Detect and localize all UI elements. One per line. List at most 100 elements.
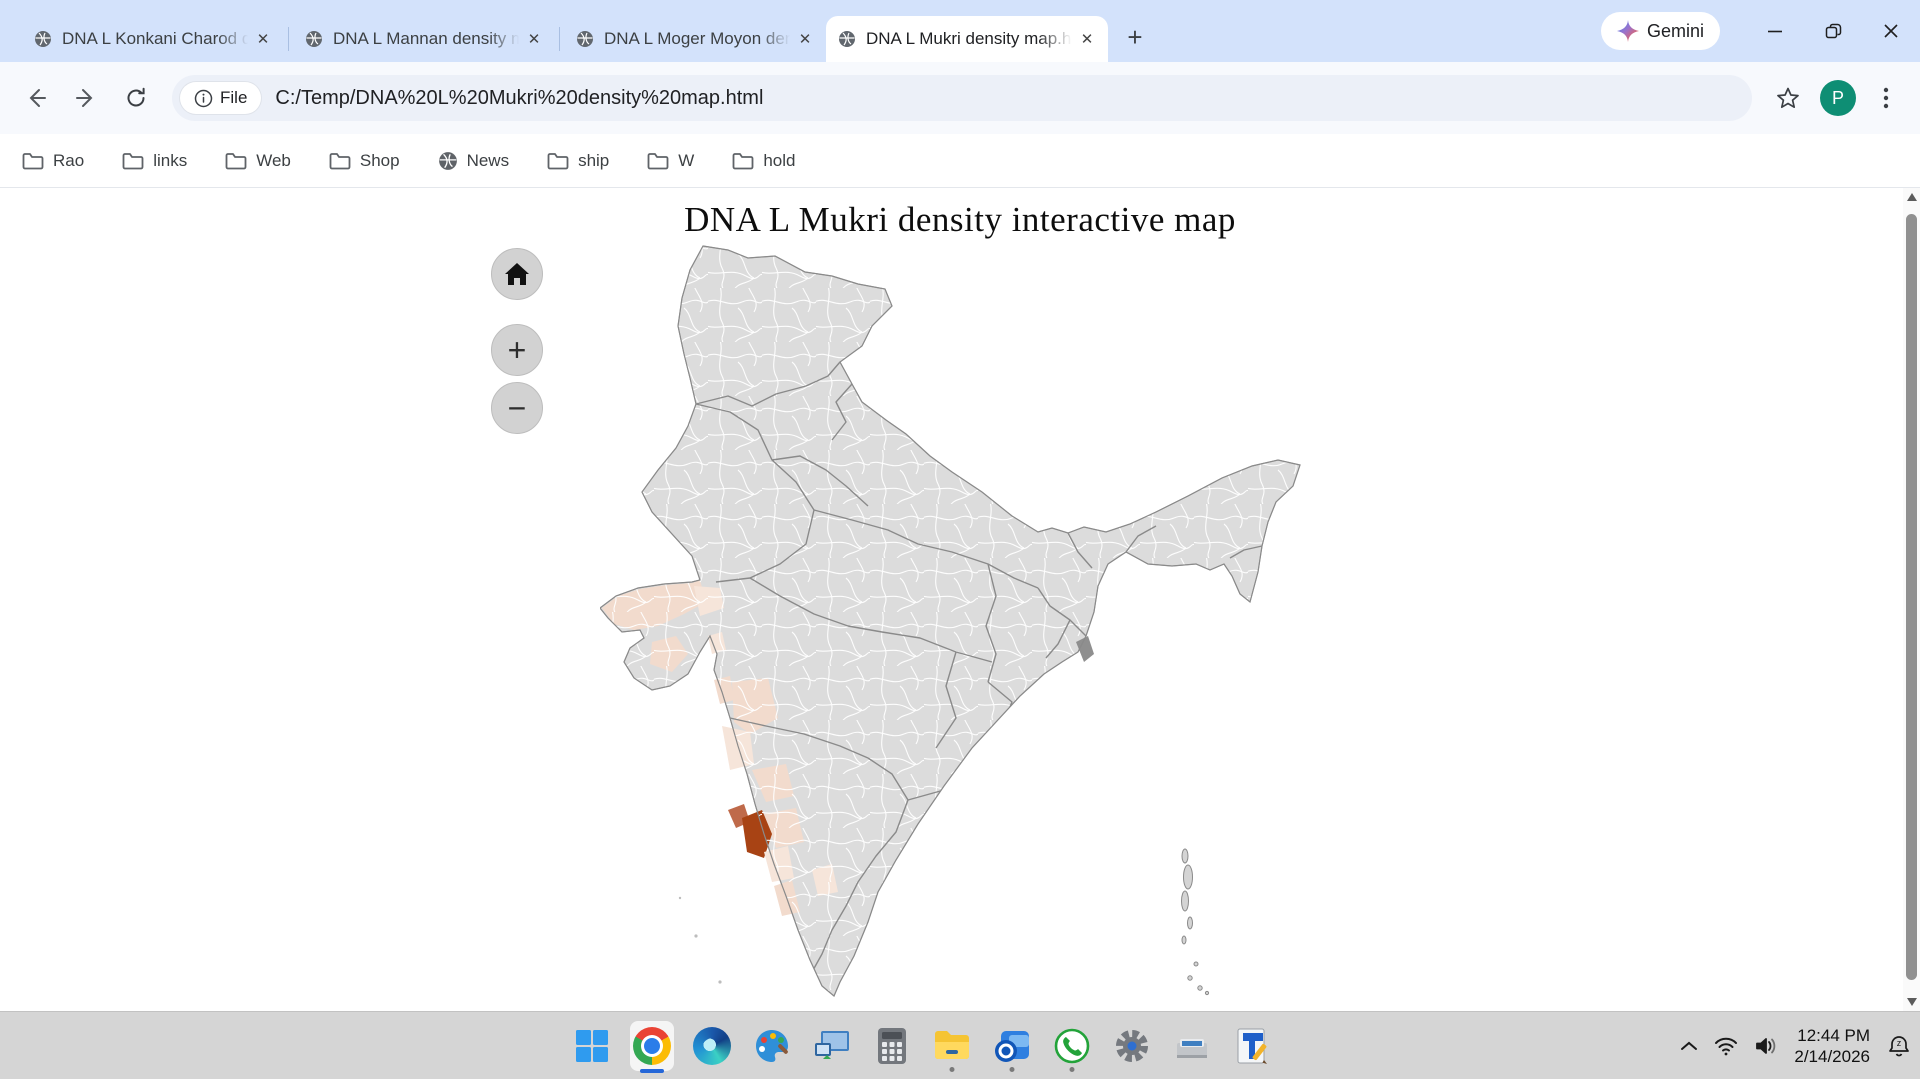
taskbar-outlook-button[interactable] [982,1016,1042,1076]
browser-menu-button[interactable] [1866,86,1906,110]
map-home-button[interactable] [491,248,543,300]
bookmark-folder-shop[interactable]: Shop [329,151,400,171]
scrollbar-thumb[interactable] [1906,214,1917,980]
bookmarks-bar: Rao links Web Shop News ship W hold [0,134,1920,188]
taskbar-file-explorer-button[interactable] [922,1016,982,1076]
tab-title: DNA L Mukri density map.html [866,29,1076,48]
home-icon [505,263,529,285]
window-minimize-button[interactable] [1746,0,1804,62]
bookmark-label: W [678,150,695,170]
tab-mannan[interactable]: DNA L Mannan density map.ht ✕ [293,16,555,62]
tab-separator [559,27,560,51]
tab-title: DNA L Mannan density map.ht [333,29,523,48]
start-button[interactable] [562,1016,622,1076]
window-close-button[interactable] [1862,0,1920,62]
bookmark-folder-w[interactable]: W [647,151,694,171]
folder-icon [122,152,144,169]
bookmark-label: Shop [359,150,400,170]
andaman-islands [1181,848,1210,996]
file-chip-label: File [220,88,248,107]
tab-close-icon[interactable]: ✕ [527,31,541,48]
display-monitor-icon [815,1031,849,1059]
tab-mukri-active[interactable]: DNA L Mukri density map.html ✕ [826,16,1108,62]
tab-close-icon[interactable]: ✕ [798,31,812,48]
bookmark-folder-links[interactable]: links [122,151,187,171]
taskbar-scanner-button[interactable] [1162,1016,1222,1076]
folder-icon [647,152,669,169]
settings-gear-icon [1116,1030,1148,1062]
tab-moger-moyon[interactable]: DNA L Moger Moyon density n ✕ [564,16,826,62]
notification-bell-icon[interactable]: z [1886,1033,1912,1059]
page-content: DNA L Mukri density interactive map + − [0,188,1920,1011]
taskbar-chrome-button[interactable] [622,1016,682,1076]
forward-button[interactable] [64,76,108,120]
bookmark-label: Web [256,150,291,170]
scrollbar-down-arrow[interactable] [1907,998,1917,1006]
bookmark-label: links [153,150,188,170]
file-explorer-icon [935,1031,969,1059]
tab-close-icon[interactable]: ✕ [256,31,270,48]
page-scrollbar[interactable] [1903,188,1920,1011]
gemini-button[interactable]: Gemini [1600,12,1720,50]
tab-konkani-charod[interactable]: DNA L Konkani Charod density ✕ [22,16,284,62]
taskbar-paint-button[interactable] [742,1016,802,1076]
taskbar-calculator-button[interactable] [862,1016,922,1076]
bookmark-folder-hold[interactable]: hold [732,151,795,171]
bookmark-folder-web[interactable]: Web [225,151,291,171]
browser-toolbar: File C:/Temp/DNA%20L%20Mukri%20density%2… [0,62,1920,134]
india-district-map[interactable] [599,234,1320,1019]
bookmark-star-icon[interactable] [1766,76,1810,120]
globe-favicon-icon [577,31,593,47]
taskbar-display-button[interactable] [802,1016,862,1076]
gemini-star-icon [1616,20,1639,42]
windows-start-icon [576,1030,608,1062]
new-tab-button[interactable]: + [1127,21,1143,52]
gemini-label: Gemini [1646,20,1704,41]
back-button[interactable] [14,76,58,120]
address-bar[interactable]: File C:/Temp/DNA%20L%20Mukri%20density%2… [172,75,1752,121]
map-controls: + − [491,248,543,434]
tab-close-icon[interactable]: ✕ [1080,31,1094,48]
lakshadweep-islands [678,896,722,984]
edge-icon [693,1027,731,1065]
bookmark-folder-rao[interactable]: Rao [22,151,84,171]
taskbar-whatsapp-button[interactable] [1042,1016,1102,1076]
folder-icon [547,152,569,169]
taskbar-edge-button[interactable] [682,1016,742,1076]
tab-separator [288,27,289,51]
clock-date: 2/14/2026 [1794,1047,1870,1066]
text-editor-icon [1237,1028,1267,1064]
tab-strip: DNA L Konkani Charod density ✕ DNA L Man… [0,0,1920,62]
file-scheme-chip[interactable]: File [180,82,262,114]
info-icon [194,89,213,107]
tab-title: DNA L Konkani Charod density [62,29,252,48]
svg-text:z: z [1897,1038,1902,1048]
bookmark-news[interactable]: News [438,150,510,171]
wifi-icon[interactable] [1714,1036,1738,1056]
district-borders-mesh [600,246,1300,996]
globe-icon [438,151,457,170]
whatsapp-icon [1054,1028,1090,1064]
bookmark-label: hold [763,150,796,170]
window-restore-button[interactable] [1804,0,1862,62]
map-zoom-in-button[interactable]: + [491,324,543,376]
reload-button[interactable] [114,76,158,120]
windows-taskbar: 12:44 PM 2/14/2026 z [0,1011,1920,1079]
taskbar-settings-button[interactable] [1102,1016,1162,1076]
taskbar-clock[interactable]: 12:44 PM 2/14/2026 [1794,1025,1870,1067]
map-zoom-out-button[interactable]: − [491,382,543,434]
clock-time: 12:44 PM [1797,1026,1870,1045]
bookmark-label: News [466,150,510,170]
tray-chevron-up-icon[interactable] [1680,1040,1698,1052]
bookmark-label: Rao [53,150,85,170]
taskbar-text-editor-button[interactable] [1222,1016,1282,1076]
bookmark-label: ship [578,150,610,170]
calculator-icon [878,1028,906,1064]
globe-favicon-icon [306,31,322,47]
speaker-icon[interactable] [1754,1036,1778,1056]
profile-avatar[interactable]: P [1820,80,1856,116]
url-text[interactable]: C:/Temp/DNA%20L%20Mukri%20density%20map.… [275,86,764,109]
bookmark-folder-ship[interactable]: ship [547,151,609,171]
folder-icon [22,152,44,169]
scrollbar-up-arrow[interactable] [1907,193,1917,201]
